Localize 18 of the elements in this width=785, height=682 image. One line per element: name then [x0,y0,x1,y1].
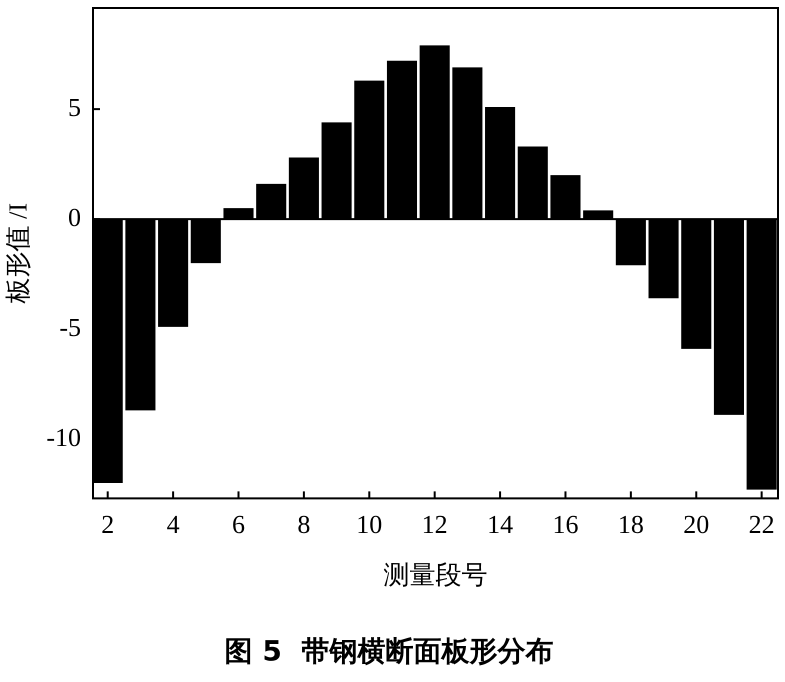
x-tick-label: 10 [356,510,382,539]
x-tick-label: 22 [748,510,775,539]
x-tick-label: 12 [422,510,448,539]
text: 图 5 带钢横断面板形分布 [224,634,554,668]
y-tick-label: 5 [68,92,81,122]
x-tick-label: 4 [166,510,180,539]
x-tick-label: 20 [683,510,710,539]
x-axis-title: 测量段号 [384,560,488,590]
y-tick-label: -5 [59,312,81,342]
y-axis-title: 板形值 /I [3,203,32,304]
x-tick-label: 2 [101,510,114,539]
y-tick-label: -10 [46,422,81,452]
x-tick-label: 6 [232,510,245,539]
x-tick-label: 14 [487,510,514,539]
y-tick-label: 0 [68,202,81,232]
x-tick-label: 16 [552,510,578,539]
x-tick-label: 8 [297,510,310,539]
x-tick-label: 18 [618,510,644,539]
